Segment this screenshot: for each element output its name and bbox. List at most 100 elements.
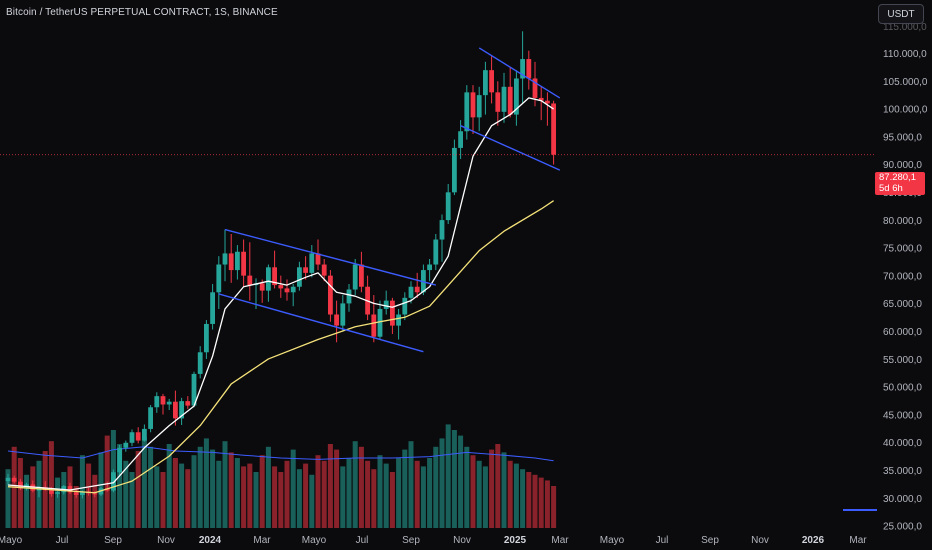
candle-body <box>315 253 321 265</box>
candle-body <box>123 442 129 448</box>
candle-body <box>371 314 377 337</box>
volume-bar <box>420 466 426 528</box>
candle-body <box>55 492 60 494</box>
time-axis-label: 2026 <box>802 535 825 546</box>
volume-bar <box>352 441 358 528</box>
volume-bar <box>544 480 550 528</box>
volume-bar <box>371 469 377 528</box>
candle-body <box>340 303 346 326</box>
volume-bar <box>526 472 532 528</box>
candle-body <box>284 288 290 293</box>
volume-bar <box>123 460 129 528</box>
candle-body <box>173 401 178 419</box>
candle-body <box>129 432 135 443</box>
volume-bar <box>501 452 507 528</box>
candle-body <box>433 239 439 265</box>
candle-body <box>297 267 302 287</box>
volume-bar <box>141 437 147 528</box>
volume-bar <box>228 452 234 528</box>
volume-bar <box>489 449 495 528</box>
price-axis-label: 70.000,0 <box>883 271 922 282</box>
candle-body <box>309 253 315 273</box>
ema-slow-line <box>7 200 554 494</box>
price-axis-label: 75.000,0 <box>883 244 922 255</box>
price-axis-label: 60.000,0 <box>883 327 922 338</box>
candle-body <box>439 220 445 240</box>
volume-bar <box>247 463 253 528</box>
candle-body <box>117 447 122 473</box>
volume-bar <box>17 458 23 528</box>
price-axis-label: 95.000,0 <box>883 132 922 143</box>
volume-bar <box>166 444 172 528</box>
price-axis-label: 25.000,0 <box>883 522 922 533</box>
time-axis-label: Mayo <box>0 535 23 546</box>
volume-bar <box>445 424 451 528</box>
candle-body <box>241 251 246 276</box>
candle-body <box>452 147 457 193</box>
candles-layer <box>5 31 556 499</box>
candle-body <box>489 70 494 93</box>
candle-body <box>445 192 451 221</box>
price-axis: 115.000,0 110.000,0 105.000,0 100.000,0 95.0… <box>883 22 928 533</box>
candle-body <box>507 86 513 115</box>
volume-bar <box>61 472 67 528</box>
candle-body <box>334 314 339 326</box>
volume-bar <box>265 446 271 528</box>
candle-body <box>551 103 556 155</box>
time-axis-label: Jul <box>656 535 669 546</box>
time-axis-label: Jul <box>356 535 369 546</box>
price-axis-label: 55.000,0 <box>883 355 922 366</box>
volume-bar <box>154 466 160 528</box>
currency-button[interactable]: USDT <box>878 4 924 24</box>
candle-body <box>5 477 11 482</box>
candle-body <box>377 308 383 337</box>
volume-bar <box>73 486 79 528</box>
candle-body <box>259 283 265 291</box>
volume-bar <box>222 441 228 528</box>
volume-bar <box>259 455 265 528</box>
time-axis-label: Mayo <box>302 535 327 546</box>
candle-body <box>154 396 160 408</box>
candle-body <box>18 481 23 489</box>
volume-bar <box>538 477 544 528</box>
candle-body <box>80 491 85 495</box>
candle-body <box>228 253 234 271</box>
candle-body <box>414 286 420 293</box>
candle-body <box>235 251 240 271</box>
volume-bar <box>67 466 73 528</box>
time-axis: Mayo Jul Sep Nov 2024 Mar Mayo Jul Sep Nov 2025 Mar… <box>0 535 867 546</box>
volume-bar <box>191 455 197 528</box>
volume-bar <box>427 458 433 528</box>
candle-body <box>49 490 54 494</box>
candle-body <box>204 323 209 353</box>
volume-bar <box>234 458 240 528</box>
candle-body <box>383 300 389 309</box>
candle-body <box>526 59 532 79</box>
candle-body <box>495 92 501 112</box>
volume-bar <box>129 472 135 528</box>
candle-body <box>191 373 197 406</box>
price-axis-label: 35.000,0 <box>883 466 922 477</box>
candle-body <box>483 70 488 96</box>
volume-bar <box>309 474 315 528</box>
volume-bar <box>451 430 457 528</box>
candle-body <box>396 314 401 326</box>
volume-bar <box>334 449 340 528</box>
volume-bar <box>507 460 513 528</box>
volume-bar <box>358 446 364 528</box>
candle-body <box>346 289 352 304</box>
price-axis-label: 50.000,0 <box>883 383 922 394</box>
volume-bar <box>55 477 61 528</box>
channel-2025-upper <box>478 47 561 99</box>
candle-body <box>210 292 215 324</box>
volume-bar <box>92 474 98 528</box>
volume-bar <box>433 446 439 528</box>
volume-bar <box>476 460 482 528</box>
price-axis-label: 45.000,0 <box>883 410 922 421</box>
last-price-value: 87.280,1 <box>879 172 916 183</box>
volume-bar <box>396 458 402 528</box>
volume-bar <box>272 466 278 528</box>
candle-body <box>92 493 98 495</box>
